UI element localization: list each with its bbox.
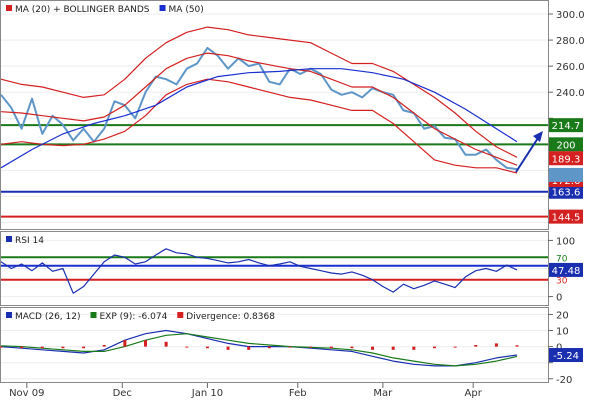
legend-swatch	[6, 312, 12, 318]
divergence-bar	[0, 347, 3, 348]
divergence-bar	[268, 347, 271, 349]
legend-label: Divergence: 0.8368	[186, 312, 275, 322]
divergence-bar	[330, 347, 333, 349]
y-tick-label: 10	[556, 327, 569, 338]
divergence-bar	[41, 347, 44, 349]
divergence-bar	[123, 340, 126, 346]
y-tick-label: 240.0	[556, 88, 585, 99]
y-tick-label: 280.0	[556, 36, 585, 47]
y-tick-label: 0	[556, 293, 562, 304]
divergence-bar	[433, 347, 436, 349]
level-label: 30	[556, 277, 568, 287]
x-tick-label: Mar	[373, 388, 393, 399]
divergence-bar	[495, 343, 498, 346]
legend-swatch	[160, 5, 166, 11]
y-tick-label: 300.0	[556, 10, 585, 21]
y-tick-label: -20	[556, 375, 572, 386]
value-tag	[549, 168, 583, 182]
level-tag-label: 214.7	[552, 121, 581, 132]
value-tag-label: 189.3	[552, 154, 581, 165]
divergence-bar	[82, 347, 85, 349]
divergence-bar	[247, 347, 250, 350]
divergence-bar	[185, 347, 188, 348]
level-tag-label: 200	[556, 140, 575, 151]
x-tick-label: Apr	[465, 388, 483, 399]
value-tag-label: -5.24	[553, 351, 579, 362]
legend-swatch	[6, 236, 12, 242]
divergence-bar	[454, 347, 457, 348]
legend-label: EXP (9): -6.074	[100, 312, 168, 322]
legend-swatch	[6, 5, 12, 11]
divergence-bar	[516, 345, 519, 346]
legend-swatch	[91, 312, 97, 318]
divergence-bar	[371, 347, 374, 350]
divergence-bar	[227, 347, 230, 350]
level-label: 70	[556, 254, 568, 264]
divergence-bar	[309, 347, 312, 348]
x-tick-label: Feb	[289, 388, 307, 399]
legend-label: RSI 14	[15, 236, 44, 246]
month-labels: Nov 09 Dec Jan 10 Feb Mar Apr	[9, 383, 483, 399]
divergence-bar	[392, 347, 395, 350]
x-tick-label: Dec	[113, 388, 132, 399]
divergence-bar	[288, 347, 291, 348]
level-tag-label: 163.6	[552, 188, 581, 199]
legend-swatch	[177, 312, 183, 318]
divergence-bar	[412, 347, 415, 350]
x-tick-label: Jan 10	[191, 388, 223, 399]
legend-label: MA (50)	[169, 5, 204, 15]
value-tag-label: 47.48	[552, 266, 581, 277]
y-tick-label: 20	[556, 310, 569, 321]
level-tag-label: 144.5	[552, 213, 581, 224]
divergence-bar	[61, 347, 64, 349]
price-pane-frame	[1, 1, 549, 230]
divergence-bar	[350, 347, 353, 349]
legend-label: MACD (26, 12)	[15, 312, 81, 322]
divergence-bar	[103, 345, 106, 347]
divergence-bar	[206, 347, 209, 349]
divergence-bar	[20, 347, 23, 349]
divergence-bar	[474, 345, 477, 347]
y-tick-label: 100	[556, 236, 575, 247]
legend-label: MA (20) + BOLLINGER BANDS	[15, 5, 150, 15]
x-tick-label: Nov 09	[9, 388, 44, 399]
divergence-bar	[144, 340, 147, 346]
y-tick-label: 260.0	[556, 62, 585, 73]
divergence-bar	[165, 342, 168, 347]
